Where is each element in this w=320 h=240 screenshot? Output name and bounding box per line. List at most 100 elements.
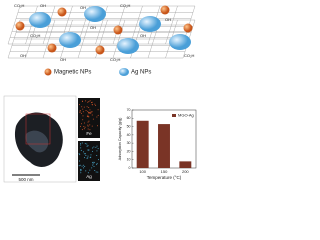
bar	[179, 161, 192, 168]
fe-dot	[81, 100, 83, 102]
fe-dot	[85, 110, 87, 112]
functional-group: OH	[40, 3, 46, 8]
fe-dot	[83, 128, 85, 130]
fe-dot	[87, 114, 89, 116]
ag-dot	[83, 151, 85, 153]
ag-dot	[80, 149, 82, 151]
ag-dot	[92, 163, 94, 165]
magnetic-np	[57, 7, 67, 17]
fe-dot	[87, 110, 89, 112]
ag-dot	[91, 167, 93, 169]
fe-dot	[85, 100, 87, 102]
scale-bar-label: 500 nm	[18, 177, 33, 182]
ag-dot	[84, 157, 86, 159]
ag-dot	[93, 146, 95, 148]
functional-group: OH	[140, 33, 146, 38]
legend-label: Magnetic NPs	[54, 70, 91, 76]
y-tick-label: 60	[127, 116, 131, 120]
fe-dot	[90, 102, 92, 104]
ag-dot	[97, 159, 99, 161]
ag-np	[139, 16, 161, 32]
ag-dot	[96, 164, 98, 166]
fe-dot	[95, 104, 97, 106]
y-axis-label: Adsorption Capacity (g/g)	[118, 117, 122, 161]
ag-dot	[85, 155, 87, 157]
ag-map	[78, 141, 100, 181]
ag-dot	[86, 143, 88, 145]
x-tick-label: 200	[182, 169, 189, 174]
fe-dot	[97, 109, 99, 111]
ag-dot	[89, 169, 91, 171]
ag-dot	[83, 167, 85, 169]
ag-dot	[96, 154, 98, 156]
ag-dot	[92, 161, 94, 163]
ag-dot	[80, 169, 82, 171]
fe-dot	[91, 111, 93, 113]
fe-dot	[82, 115, 84, 117]
ag-dot	[79, 164, 81, 166]
fe-dot	[87, 101, 89, 103]
y-tick-label: 20	[127, 149, 131, 153]
fe-dot	[80, 125, 82, 127]
legend-marker	[44, 68, 52, 76]
y-tick-label: 0	[129, 166, 131, 170]
fe-dot	[89, 100, 91, 102]
fe-dot	[97, 114, 99, 116]
ag-np	[84, 6, 106, 22]
ag-dot	[85, 170, 87, 172]
ag-dot	[87, 157, 89, 159]
ag-dot	[90, 156, 92, 158]
fe-dot	[88, 111, 90, 113]
fe-dot	[94, 103, 96, 105]
ag-dot	[93, 161, 95, 163]
functional-group: CO₂H	[120, 3, 131, 8]
fe-dot	[81, 106, 83, 108]
graphical-abstract: CO₂H OH OH CO₂H OH CO₂H OH OH CO₂H OH CO₂H OH Magnet…	[3, 3, 197, 183]
ag-dot	[91, 150, 93, 152]
ag-dot	[84, 143, 86, 145]
ag-dot	[95, 146, 97, 148]
ag-dot	[95, 171, 97, 173]
ag-np	[29, 12, 51, 28]
functional-group: CO₂H	[30, 33, 41, 38]
fe-dot	[89, 112, 91, 114]
functional-group: OH	[90, 25, 96, 30]
magnetic-np	[113, 25, 123, 35]
y-tick-label: 40	[127, 133, 131, 137]
ag-dot	[93, 165, 95, 167]
ag-dot	[80, 147, 82, 149]
fe-dot	[79, 111, 81, 113]
fe-dot	[83, 106, 85, 108]
fe-dot	[88, 101, 90, 103]
fe-dot	[90, 111, 92, 113]
ag-dot	[83, 164, 85, 166]
fe-dot	[90, 112, 92, 114]
fe-dot	[82, 119, 84, 121]
fe-dot	[96, 116, 98, 118]
ag-dot	[86, 157, 88, 159]
fe-dot	[97, 125, 99, 127]
ag-dot	[87, 145, 89, 147]
x-tick-label: 150	[161, 169, 168, 174]
fe-dot	[81, 123, 83, 125]
ag-dot	[80, 172, 82, 174]
fe-dot	[86, 116, 88, 118]
ag-dot	[90, 154, 92, 156]
y-tick-label: 10	[127, 158, 131, 162]
legend-swatch	[172, 114, 176, 117]
ag-dot	[97, 148, 99, 150]
ag-dot	[80, 143, 82, 145]
fe-dot	[82, 108, 84, 110]
fe-dot	[83, 122, 85, 124]
ag-dot	[79, 154, 81, 156]
ag-dot	[81, 165, 83, 167]
fe-dot	[91, 114, 93, 116]
fe-dot	[84, 126, 86, 128]
functional-group: CO₂H	[184, 53, 195, 58]
ag-np	[117, 38, 139, 54]
ag-dot	[96, 145, 98, 147]
functional-group: CO₂H	[14, 3, 25, 8]
ag-dot	[92, 164, 94, 166]
magnetic-np	[47, 43, 57, 53]
ag-dot	[87, 172, 89, 174]
